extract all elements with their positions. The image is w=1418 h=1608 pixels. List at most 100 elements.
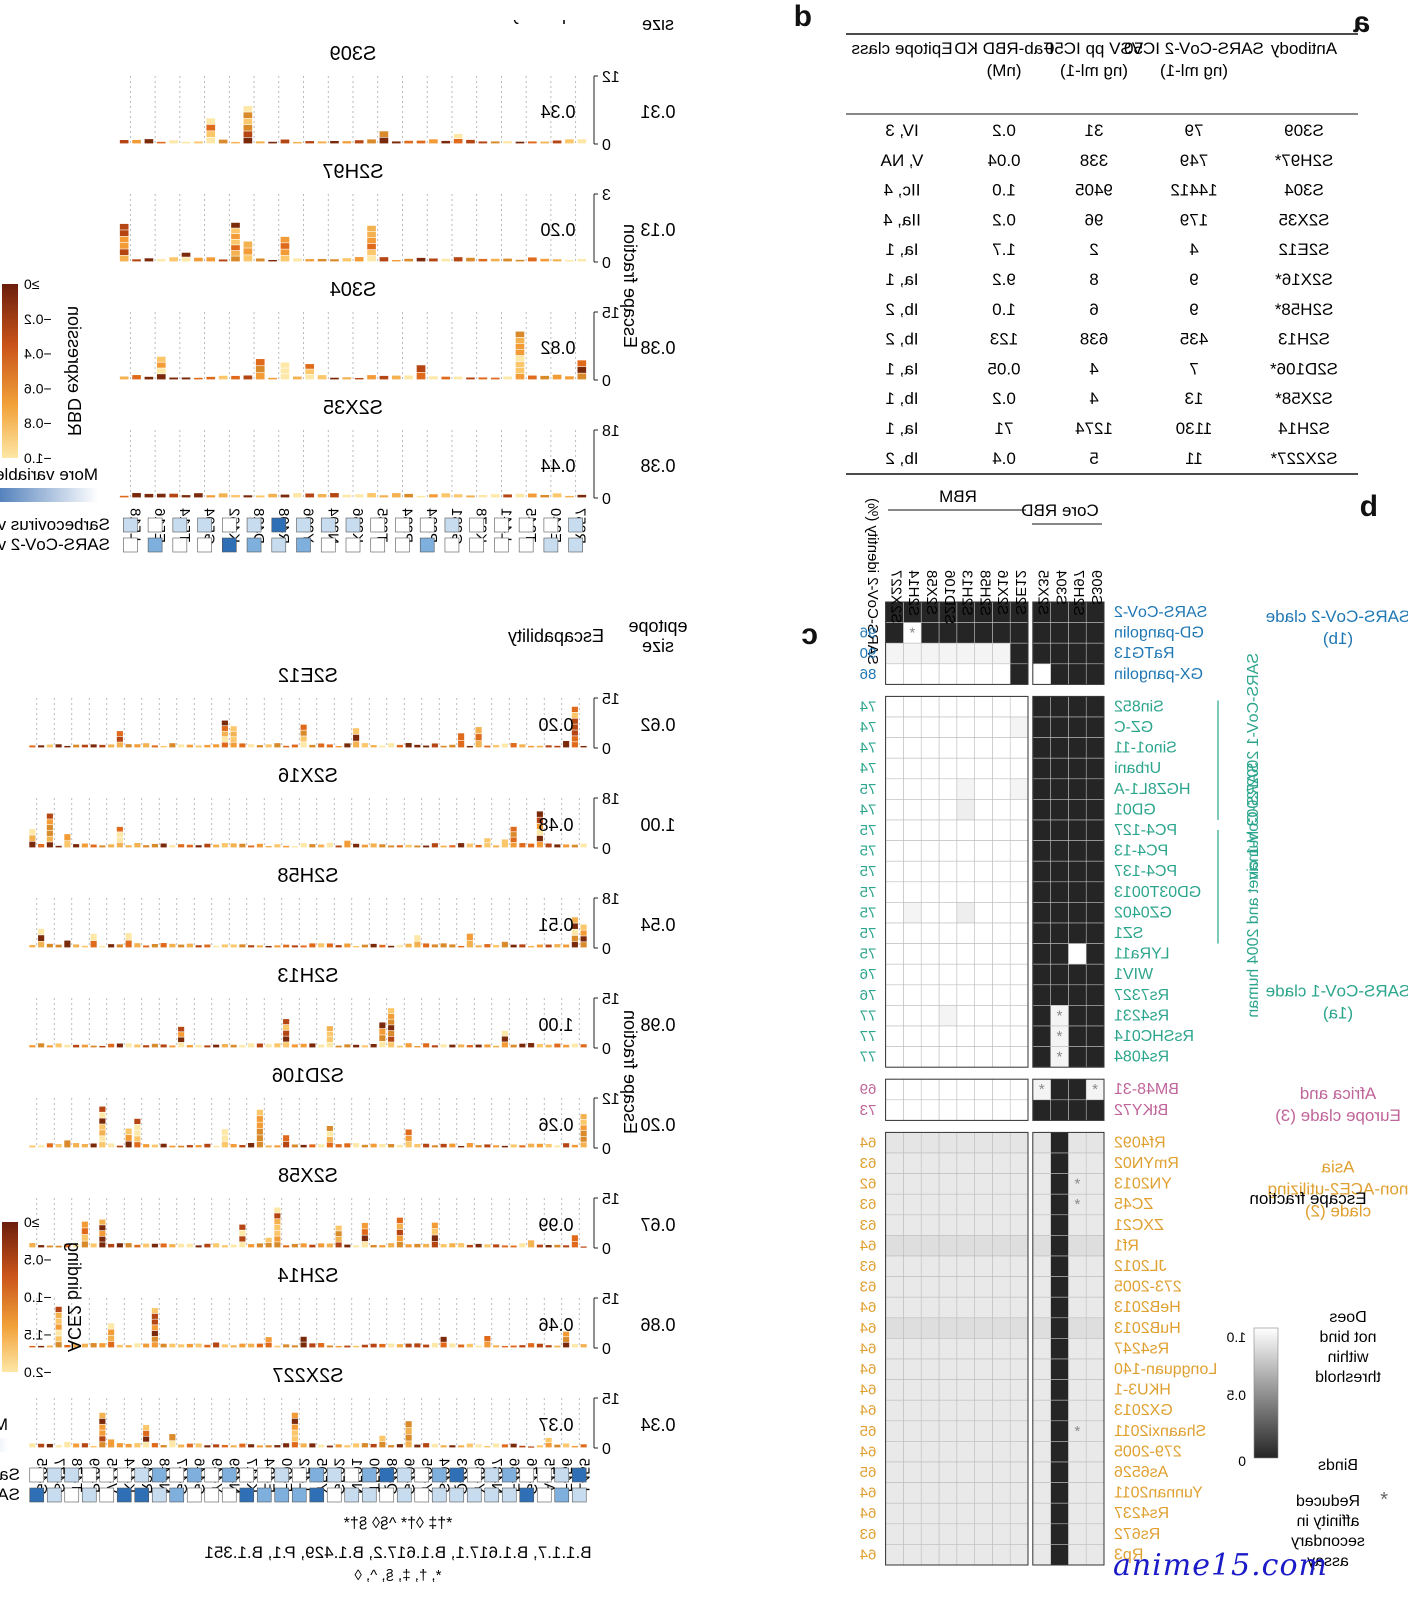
logo-letter <box>388 945 395 948</box>
heatmap-cell <box>938 1005 958 1027</box>
logo-letter <box>300 843 307 848</box>
logo-letter <box>577 366 587 373</box>
logo-letter <box>475 1243 482 1248</box>
virus-label: Sino1-11 <box>1114 740 1177 757</box>
logo-letter <box>353 1443 360 1448</box>
logo-letter <box>231 141 240 144</box>
logo-letter <box>156 368 166 374</box>
sarbeco-variation-cell <box>370 517 386 533</box>
logo-letter <box>326 1126 333 1131</box>
logo-letter <box>440 1445 447 1448</box>
reduced-affinity-star: * <box>1056 1049 1062 1066</box>
logo-letter <box>501 1030 508 1036</box>
virus-label: PC4-127 <box>1114 822 1177 839</box>
heatmap-cell <box>885 1317 904 1339</box>
heatmap-cell <box>956 1399 975 1422</box>
logo-letter <box>515 355 525 362</box>
heatmap-cell <box>938 1025 958 1047</box>
heatmap-cell <box>1050 1193 1069 1216</box>
logo-letter <box>493 1045 500 1048</box>
logo-letter <box>134 943 141 948</box>
table-cell: 96 <box>1085 210 1104 229</box>
sarbeco-variation-cell <box>64 1467 80 1483</box>
logo-letter <box>134 1343 141 1348</box>
logo-letter <box>466 745 473 748</box>
logo-letter <box>125 845 132 848</box>
logo-letter <box>280 236 290 243</box>
heatmap-cell <box>903 1338 922 1360</box>
logo-letter <box>317 375 327 380</box>
logo-letter <box>528 843 535 848</box>
logo-letter <box>388 1008 395 1014</box>
logo-letter <box>466 1343 473 1348</box>
logo-letter <box>186 1443 193 1448</box>
heatmap-cell <box>1068 1482 1087 1504</box>
logo-letter <box>108 1143 115 1148</box>
logo-letter <box>90 1445 97 1448</box>
identity-value: 75 <box>860 781 877 798</box>
escapability-value: 1.00 <box>538 1015 573 1035</box>
table-cell: 5 <box>1089 449 1098 468</box>
logo-letter <box>221 1245 228 1248</box>
logo-letter <box>125 1135 132 1141</box>
legend-star-label: secondary <box>1291 1533 1365 1550</box>
table-cell: Ib, 2 <box>885 449 918 468</box>
sars2-variation-cell <box>518 537 534 553</box>
logo-letter <box>515 331 525 338</box>
logo-letter <box>431 743 438 748</box>
logo-letter <box>554 844 561 848</box>
heatmap-cell <box>956 1544 975 1566</box>
logo-letter <box>116 832 123 837</box>
legend-star: * <box>1380 1489 1388 1511</box>
logo-letter <box>230 1345 237 1348</box>
logo-letter <box>204 1344 211 1348</box>
heatmap-cell <box>1085 860 1105 883</box>
logo-letter <box>116 736 123 742</box>
heatmap-cell <box>885 1523 904 1545</box>
heatmap-cell <box>992 642 1011 665</box>
logo-letter <box>274 1219 281 1225</box>
heatmap-cell <box>974 1441 993 1463</box>
heatmap-cell <box>1085 696 1105 718</box>
sarbeco-variation-cell <box>469 517 484 533</box>
logo-letter <box>431 1235 438 1242</box>
logo-letter <box>204 1243 211 1248</box>
heatmap-cell <box>1009 663 1029 685</box>
logo-letter <box>116 826 123 832</box>
logo-letter <box>501 1042 508 1048</box>
heatmap-cell <box>1085 1482 1105 1504</box>
logo-letter <box>519 1445 526 1448</box>
reduced-affinity-star: * <box>1056 1028 1062 1045</box>
heatmap-cell <box>974 1078 993 1101</box>
logo-letter <box>405 1244 412 1248</box>
heatmap-cell <box>1050 1338 1069 1360</box>
logo-letter <box>354 377 364 380</box>
virus-label: GX2013 <box>1114 1402 1173 1419</box>
heatmap-cell <box>885 984 904 1006</box>
identity-value: 73 <box>860 1102 877 1119</box>
heatmap-cell <box>1009 1317 1029 1339</box>
logo-letter <box>515 259 525 262</box>
logo-letter <box>379 944 386 948</box>
logo-letter <box>545 843 552 848</box>
heatmap-cell <box>956 963 975 986</box>
logo-letter <box>144 258 154 262</box>
heatmap-cell <box>903 819 922 841</box>
identity-value: 77 <box>860 1028 877 1045</box>
heatmap-cell <box>1068 1214 1087 1236</box>
logo-letter <box>440 845 447 848</box>
y-tick-min: 0 <box>602 491 611 508</box>
logo-letter <box>515 373 525 380</box>
escapability-value: 0.20 <box>540 220 575 240</box>
table-cell: 11 <box>1185 449 1203 468</box>
logo-letter <box>580 1125 587 1131</box>
heatmap-cell <box>1032 1523 1051 1545</box>
logo-letter <box>370 745 377 748</box>
logo-letter <box>178 944 185 948</box>
heatmap-cell <box>1085 1152 1105 1174</box>
heatmap-cell <box>1032 860 1051 883</box>
clade-label: SARS-CoV-2 clade <box>1266 607 1408 626</box>
sarbeco-variation-cell <box>501 1467 517 1483</box>
logo-letter <box>510 1345 517 1348</box>
logo-letter <box>55 1312 62 1318</box>
